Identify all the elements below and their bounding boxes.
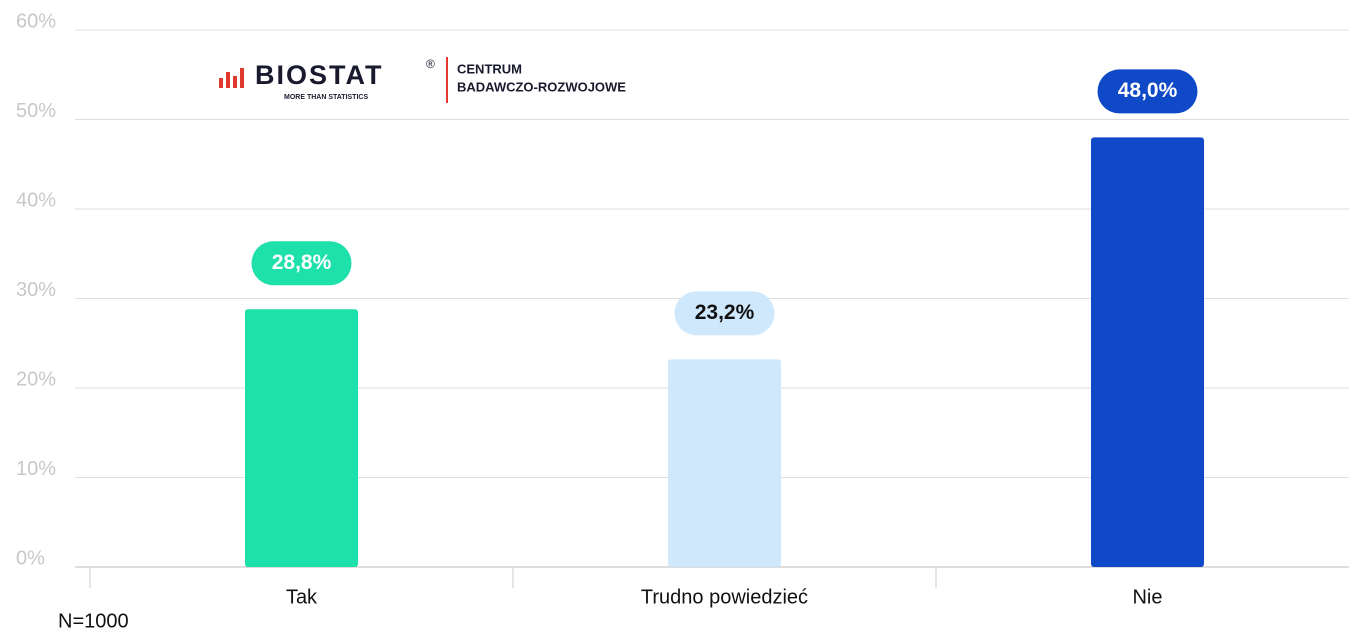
y-tick-label: 60% <box>16 10 56 32</box>
x-tick-label: Nie <box>1132 586 1162 608</box>
value-label-pill <box>674 291 775 336</box>
y-tick-label: 0% <box>16 547 45 569</box>
logo-icon <box>219 78 223 88</box>
y-tick-label: 30% <box>16 279 56 301</box>
y-tick-label: 40% <box>16 189 56 211</box>
logo-icon <box>240 68 244 88</box>
logo-icon <box>233 76 237 88</box>
y-tick-label: 50% <box>16 100 56 122</box>
logo-line1: CENTRUM <box>457 61 522 76</box>
x-tick-label: Trudno powiedzieć <box>641 586 808 608</box>
value-label: 48,0% <box>1118 79 1178 102</box>
logo-registered: ® <box>426 57 435 71</box>
logo-line2: BADAWCZO-ROZWOJOWE <box>457 79 626 94</box>
logo-icon <box>226 72 230 88</box>
y-tick-label: 10% <box>16 458 56 480</box>
logo: BIOSTAT ® MORE THAN STATISTICS CENTRUM B… <box>219 57 626 103</box>
value-label-pill <box>251 241 352 286</box>
bar <box>245 309 358 567</box>
logo-brand: BIOSTAT <box>255 60 384 90</box>
value-label: 23,2% <box>695 301 755 324</box>
value-label-pill <box>1097 69 1198 114</box>
value-label: 28,8% <box>272 251 332 274</box>
note: N=1000 <box>58 610 129 632</box>
x-tick-label: Tak <box>286 586 318 608</box>
y-tick-label: 20% <box>16 368 56 390</box>
bar <box>668 359 781 567</box>
bar <box>1091 137 1204 567</box>
logo-tagline: MORE THAN STATISTICS <box>284 94 368 101</box>
